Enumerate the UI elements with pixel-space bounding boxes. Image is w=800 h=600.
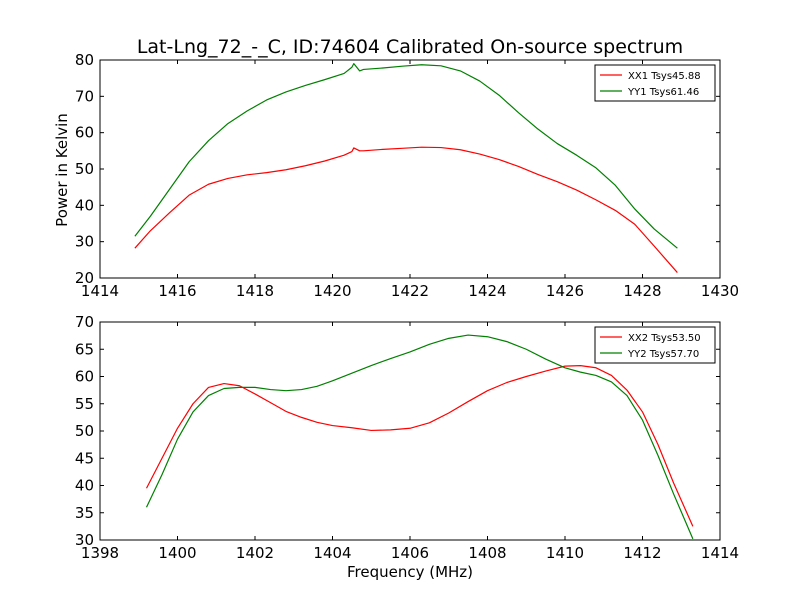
- top-x-tick-label: 1418: [236, 282, 274, 300]
- top-panel: 1414 1416 1418 1420 1422 1424 1426 1428 1430 20 30…: [75, 51, 739, 300]
- y-axis-label: Power in Kelvin: [53, 113, 71, 227]
- bottom-y-tick-label: 60: [75, 368, 94, 386]
- top-y-tick-label: 60: [75, 124, 94, 142]
- top-x-tick-label: 1424: [468, 282, 506, 300]
- top-x-tick-label: 1422: [391, 282, 429, 300]
- bottom-x-tick-label: 1408: [468, 544, 506, 562]
- bottom-y-tick-label: 55: [75, 395, 94, 413]
- top-x-tick-label: 1426: [546, 282, 584, 300]
- top-legend-label-2: YY1 Tsys61.46: [627, 87, 699, 98]
- top-legend: XX1 Tsys45.88 YY1 Tsys61.46: [594, 64, 716, 102]
- bottom-y-tick-label: 35: [75, 504, 94, 522]
- top-x-tick-label: 1430: [701, 282, 739, 300]
- top-x-tick-label: 1416: [158, 282, 196, 300]
- bottom-y-tick-label: 70: [75, 313, 94, 331]
- top-series-line-1: [134, 146, 678, 273]
- bottom-x-tick-label: 1398: [81, 544, 119, 562]
- top-y-tick-label: 70: [75, 87, 94, 105]
- bottom-x-tick-label: 1404: [313, 544, 351, 562]
- top-y-tick-label: 20: [75, 269, 94, 287]
- bottom-y-tick-label: 65: [75, 340, 94, 358]
- bottom-x-tick-label: 1410: [546, 544, 584, 562]
- top-y-tick-label: 80: [75, 51, 94, 69]
- top-x-tick-label: 1414: [81, 282, 119, 300]
- bottom-x-tick-label: 1402: [236, 544, 274, 562]
- top-x-tick-label: 1420: [313, 282, 351, 300]
- top-y-tick-label: 40: [75, 196, 94, 214]
- x-axis-label: Frequency (MHz): [347, 563, 473, 581]
- bottom-legend-label-2: YY2 Tsys57.70: [627, 349, 699, 360]
- top-y-tick-label: 30: [75, 233, 94, 251]
- bottom-x-tick-label: 1406: [391, 544, 429, 562]
- bottom-y-tick-label: 30: [75, 531, 94, 549]
- top-series-line-2: [134, 63, 678, 249]
- bottom-y-tick-label: 40: [75, 477, 94, 495]
- bottom-y-tick-label: 50: [75, 422, 94, 440]
- bottom-panel: 1398 1400 1402 1404 1406 1408 1410 1412 1414 30 35…: [75, 313, 739, 562]
- top-y-tick-label: 50: [75, 160, 94, 178]
- bottom-series-line-2: [145, 334, 694, 540]
- bottom-legend: XX2 Tsys53.50 YY2 Tsys57.70: [594, 326, 716, 364]
- bottom-x-tick-label: 1412: [623, 544, 661, 562]
- bottom-x-tick-label: 1414: [701, 544, 739, 562]
- chart-title: Lat-Lng_72_-_C, ID:74604 Calibrated On-s…: [137, 36, 683, 58]
- bottom-y-tick-label: 45: [75, 449, 94, 467]
- top-x-tick-label: 1428: [623, 282, 661, 300]
- top-legend-box: [594, 64, 716, 102]
- bottom-legend-box: [594, 326, 716, 364]
- top-legend-label-1: XX1 Tsys45.88: [628, 71, 701, 82]
- bottom-x-tick-label: 1400: [158, 544, 196, 562]
- bottom-series-line-1: [145, 365, 694, 527]
- bottom-legend-label-1: XX2 Tsys53.50: [628, 333, 701, 344]
